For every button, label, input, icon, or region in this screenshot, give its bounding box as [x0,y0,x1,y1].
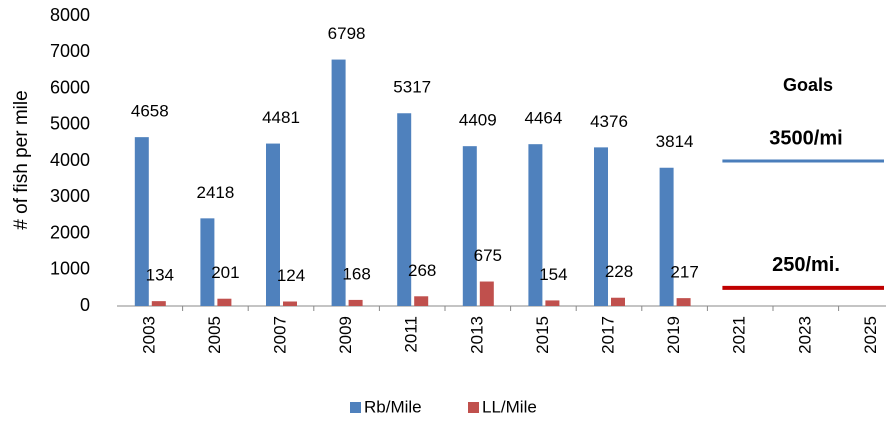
x-tick-label: 2009 [336,316,355,354]
bar [200,218,215,306]
bar [414,296,429,306]
x-tick-label: 2019 [664,316,683,354]
bar [348,299,363,306]
goals-title: Goals [783,75,833,95]
legend-label: LL/Mile [482,397,537,416]
data-label: 4409 [459,111,497,130]
y-tick-label: 8000 [50,5,90,25]
bar [594,147,608,306]
data-label: 228 [605,262,633,281]
data-label: 154 [539,265,567,284]
bar [266,143,280,306]
x-tick-label: 2013 [467,316,486,354]
bar [659,167,674,306]
y-tick-label: 0 [80,295,90,315]
bar [283,301,297,306]
bar [134,137,149,306]
legend-label: Rb/Mile [364,397,422,416]
x-tick-label: 2011 [402,316,421,353]
data-label: 124 [277,266,305,285]
y-tick-label: 6000 [50,77,90,97]
y-tick-label: 3000 [50,186,90,206]
data-label: 134 [146,266,174,285]
data-label: 4658 [131,102,169,121]
legend-swatch [468,402,479,413]
x-tick-label: 2023 [795,316,814,354]
data-label: 4464 [524,109,562,128]
data-label: 675 [474,246,502,265]
bar [462,146,477,306]
y-tick-label: 1000 [50,259,90,279]
x-tick-label: 2007 [270,316,289,354]
y-axis-title: # of fish per mile [11,90,32,229]
x-tick-label: 2005 [205,316,224,354]
y-tick-label: 4000 [50,150,90,170]
data-label: 4376 [590,112,628,131]
y-tick-label: 7000 [50,41,90,61]
y-tick-label: 2000 [50,222,90,242]
bar [528,144,543,306]
bar [545,300,560,306]
x-tick-label: 2021 [730,316,749,354]
data-label: 6798 [328,24,366,43]
bar [397,113,412,306]
data-label: 5317 [393,78,431,97]
data-label: 201 [211,263,239,282]
x-tick-label: 2003 [139,316,158,354]
data-label: 217 [670,263,698,282]
data-label: 3814 [656,132,694,151]
data-label: 4481 [262,108,300,127]
bar [479,281,494,306]
goal-label: 3500/mi [769,127,842,149]
data-label: 168 [342,264,370,283]
legend-swatch [350,402,361,413]
goal-label: 250/mi. [772,254,840,276]
bar [151,301,166,306]
data-label: 268 [408,261,436,280]
bar [331,59,346,307]
bar [217,298,232,306]
data-label: 2418 [196,183,234,202]
x-tick-label: 2015 [533,316,552,354]
y-tick-label: 5000 [50,114,90,134]
x-tick-label: 2017 [598,316,617,354]
bar [676,298,691,306]
bar [611,297,625,306]
x-tick-label: 2025 [861,316,880,354]
